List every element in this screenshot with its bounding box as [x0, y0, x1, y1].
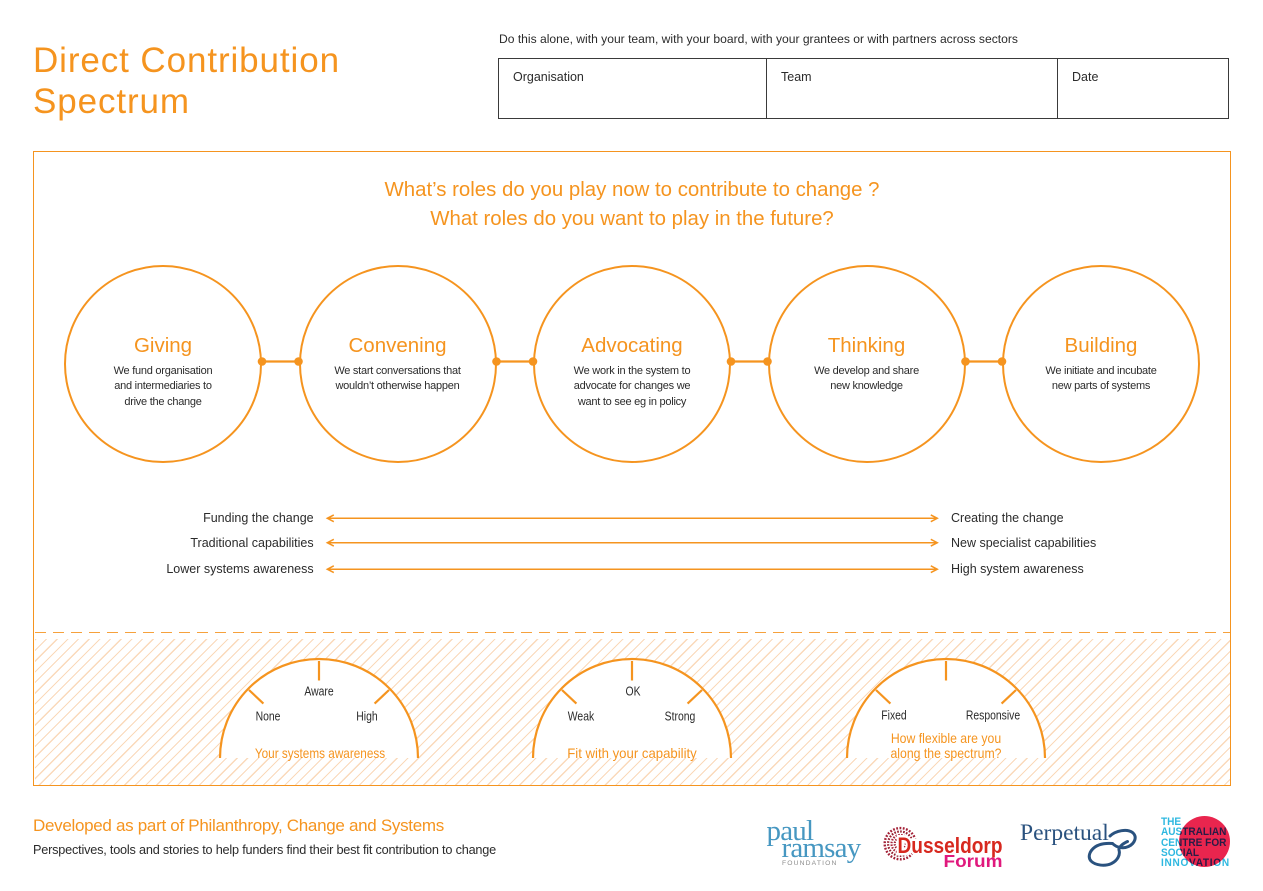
svg-text:Forum: Forum [944, 851, 1003, 871]
svg-text:Dusseldorp: Dusseldorp [898, 833, 1003, 858]
svg-text:Dusseldorp: Dusseldorp [898, 833, 1003, 858]
